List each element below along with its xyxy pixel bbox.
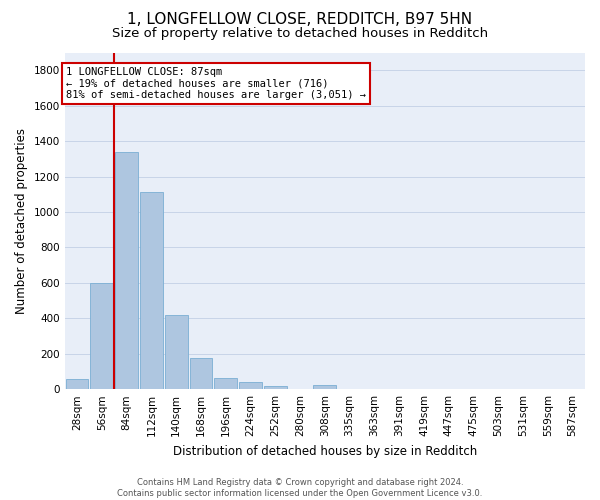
Text: 1, LONGFELLOW CLOSE, REDDITCH, B97 5HN: 1, LONGFELLOW CLOSE, REDDITCH, B97 5HN (127, 12, 473, 28)
Bar (214, 378, 237, 389)
Y-axis label: Number of detached properties: Number of detached properties (15, 128, 28, 314)
Bar (65, 378, 88, 389)
Text: Contains HM Land Registry data © Crown copyright and database right 2024.
Contai: Contains HM Land Registry data © Crown c… (118, 478, 482, 498)
Text: Size of property relative to detached houses in Redditch: Size of property relative to detached ho… (112, 28, 488, 40)
Bar (313, 385, 336, 389)
Bar (140, 192, 163, 389)
Bar (165, 315, 188, 389)
Text: 1 LONGFELLOW CLOSE: 87sqm
← 19% of detached houses are smaller (716)
81% of semi: 1 LONGFELLOW CLOSE: 87sqm ← 19% of detac… (66, 66, 366, 100)
Bar (239, 382, 262, 389)
Bar (91, 283, 113, 389)
Bar (115, 152, 138, 389)
Bar (190, 358, 212, 389)
X-axis label: Distribution of detached houses by size in Redditch: Distribution of detached houses by size … (173, 444, 477, 458)
Bar (264, 386, 287, 389)
